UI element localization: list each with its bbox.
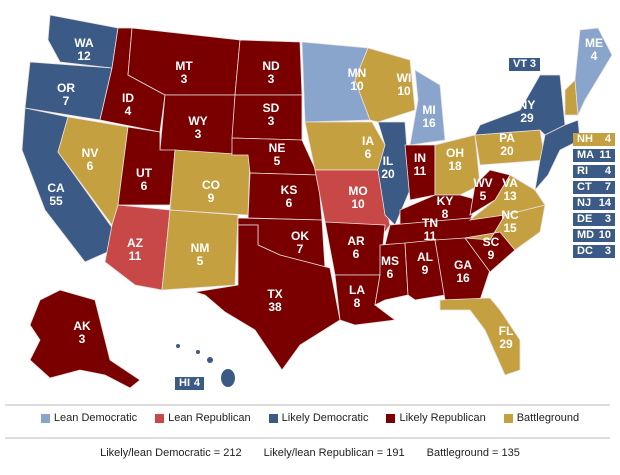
divider <box>5 404 610 406</box>
legend-swatch <box>503 413 513 423</box>
state-label-ia: IA 6 <box>362 134 374 161</box>
state-label-pa: PA 20 <box>499 131 515 158</box>
total-battleground: Battleground = 135 <box>426 447 520 459</box>
state-label-ky: KY 8 <box>436 194 454 221</box>
state-label-wy: WY 3 <box>188 114 208 141</box>
state-label-la: LA 8 <box>349 283 365 310</box>
state-label-ms: MS 6 <box>381 254 399 281</box>
totals: Likely/lean Democratic = 212 Likely/lean… <box>0 447 620 459</box>
state-label-ne: NE 5 <box>268 141 286 168</box>
state-label-tn: TN 11 <box>422 216 438 243</box>
legend-swatch <box>268 413 278 423</box>
state-label-nv: NV 6 <box>81 146 99 173</box>
state-box-nj: NJ 14 <box>573 197 615 210</box>
state-al <box>404 239 446 301</box>
state-label-nd: ND 3 <box>262 59 280 86</box>
state-label-mo: MO 10 <box>348 184 368 211</box>
state-box-ri: RI 4 <box>573 165 615 178</box>
legend-swatch <box>40 413 50 423</box>
total-rep: Likely/lean Republican = 191 <box>263 447 405 459</box>
state-label-ks: KS 6 <box>280 183 298 210</box>
state-label-sc: SC 9 <box>482 235 500 262</box>
state-label-ar: AR 6 <box>347 234 365 261</box>
state-box-vt: VT 3 <box>509 58 540 71</box>
state-label-me: ME 4 <box>585 36 603 63</box>
state-il <box>377 121 411 226</box>
state-hi <box>176 344 235 387</box>
state-box-md: MD 10 <box>573 229 615 242</box>
state-tx <box>194 224 341 371</box>
state-box-dc: DC 3 <box>573 245 615 258</box>
state-me <box>574 27 613 117</box>
state-box-ma: MA 11 <box>573 149 615 162</box>
state-label-in: IN 11 <box>413 151 427 178</box>
state-label-wv: WV 5 <box>473 176 493 203</box>
state-nm <box>161 209 239 291</box>
state-label-ca: CA 55 <box>47 181 65 208</box>
state-label-co: CO 9 <box>202 178 220 205</box>
state-label-mn: MN 10 <box>347 66 367 93</box>
state-label-sd: SD 3 <box>262 101 280 128</box>
state-label-or: OR 7 <box>57 81 75 108</box>
state-ak <box>29 289 141 389</box>
state-label-ny: NY 29 <box>518 98 536 125</box>
state-mi <box>409 69 446 146</box>
state-label-mi: MI 16 <box>422 103 436 130</box>
legend-item: Likely Democratic <box>268 412 368 424</box>
legend-swatch <box>386 413 396 423</box>
legend-item: Battleground <box>503 412 579 424</box>
state-label-tx: TX 38 <box>267 287 283 314</box>
legend-swatch <box>155 413 165 423</box>
state-box-de: DE 3 <box>573 213 615 226</box>
state-wa <box>47 14 119 69</box>
legend-item: Lean Democratic <box>40 412 137 424</box>
state-label-wa: WA 12 <box>74 36 94 63</box>
state-label-il: IL 20 <box>381 154 395 181</box>
state-label-nc: NC 15 <box>501 208 519 235</box>
legend-item: Lean Republican <box>155 412 251 424</box>
state-label-nm: NM 5 <box>190 241 210 268</box>
state-label-ga: GA 16 <box>454 258 472 285</box>
state-label-ut: UT 6 <box>136 166 152 193</box>
state-label-oh: OH 18 <box>446 146 464 173</box>
legend: Lean Democratic Lean Republican Likely Dem… <box>0 412 620 424</box>
state-box-ct: CT 7 <box>573 181 615 194</box>
state-fl <box>439 297 521 376</box>
state-label-al: AL 9 <box>417 250 433 277</box>
state-label-wi: WI 10 <box>396 71 412 98</box>
state-label-mt: MT 3 <box>175 59 193 86</box>
state-label-va: VA 13 <box>502 176 518 203</box>
state-label-fl: FL 29 <box>498 324 514 351</box>
state-label-ok: OK 7 <box>291 229 309 256</box>
us-map-shapes <box>21 14 613 389</box>
total-dem: Likely/lean Democratic = 212 <box>100 447 242 459</box>
state-label-az: AZ 11 <box>127 236 143 263</box>
state-oh <box>434 134 481 196</box>
state-wv <box>469 169 511 216</box>
state-box-hi: HI 4 <box>175 377 204 390</box>
divider <box>5 437 610 439</box>
state-label-ak: AK 3 <box>73 319 91 346</box>
state-box-nh: NH 4 <box>573 133 615 146</box>
legend-item: Likely Republican <box>386 412 486 424</box>
state-mo <box>314 169 391 233</box>
state-ne-coast <box>534 119 581 192</box>
state-label-id: ID 4 <box>122 91 134 118</box>
